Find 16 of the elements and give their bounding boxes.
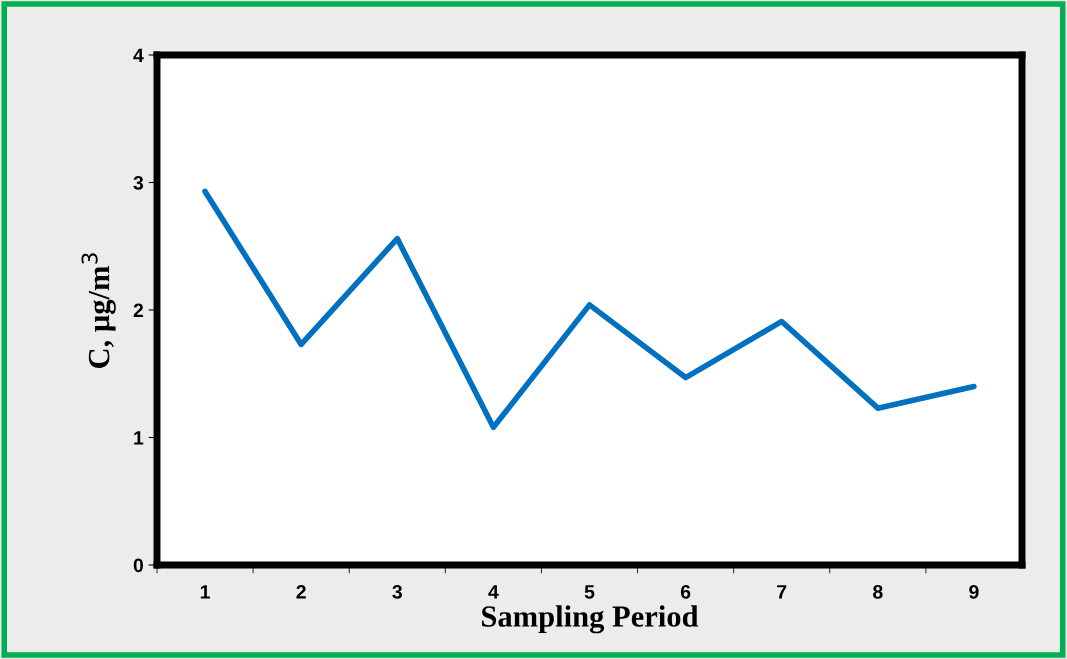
y-tick-label: 1 — [134, 431, 144, 445]
y-tick-label: 4 — [133, 48, 144, 63]
x-axis-title: Sampling Period — [482, 605, 699, 634]
y-tick-label: 0 — [133, 558, 144, 573]
x-tick-label: 3 — [392, 584, 402, 599]
x-tick-label: 9 — [969, 584, 979, 599]
x-tick-label: 8 — [873, 584, 883, 599]
y-tick-label: 2 — [133, 303, 144, 318]
y-tick-label: 3 — [133, 175, 144, 190]
x-tick-label: 2 — [296, 584, 306, 599]
x-tick-label: 1 — [200, 585, 210, 599]
x-tick-label: 5 — [584, 585, 595, 599]
x-tick-label: 6 — [680, 584, 691, 599]
y-axis-title: C, μg/m$^{3}$ — [81, 253, 116, 368]
x-tick-label: 7 — [777, 585, 787, 599]
x-tick-label: 4 — [488, 585, 499, 599]
